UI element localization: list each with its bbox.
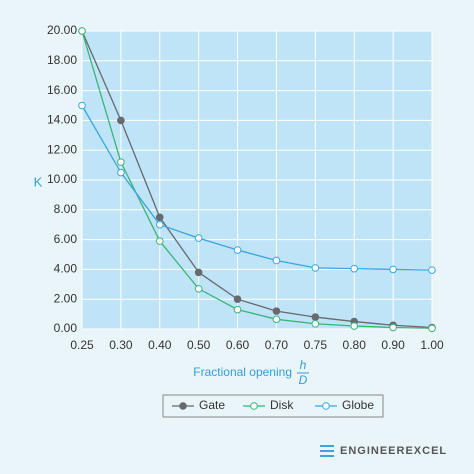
data-point [233, 295, 242, 304]
y-tick-label: 4.00 [54, 262, 78, 276]
data-point [194, 234, 203, 242]
x-tick-label: 0.80 [343, 338, 367, 352]
data-point [233, 305, 242, 314]
series-line [81, 30, 433, 329]
data-point [311, 313, 320, 321]
data-point [117, 116, 125, 125]
legend-label: Gate [199, 398, 225, 412]
legend-label: Globe [342, 398, 374, 412]
y-tick-label: 0.00 [54, 321, 78, 335]
y-tick-label: 14.00 [47, 113, 77, 127]
data-point [272, 315, 281, 324]
data-point [428, 266, 436, 274]
series-line [81, 30, 433, 329]
y-tick-label: 8.00 [54, 202, 78, 216]
legend-label: Disk [270, 398, 294, 412]
data-point [194, 284, 203, 293]
legend-marker [179, 402, 187, 410]
x-tick-label: 0.60 [226, 338, 250, 352]
x-tick-label: 0.30 [109, 338, 133, 352]
data-point [233, 246, 242, 254]
logo: ENGINEEREXCEL [340, 445, 447, 457]
data-point [389, 323, 397, 332]
data-point [311, 319, 320, 328]
legend-box [162, 394, 384, 418]
data-point [272, 307, 281, 315]
y-tick-label: 2.00 [54, 291, 78, 305]
logo-icon [320, 445, 334, 457]
x-tick-label: 0.50 [187, 338, 211, 352]
y-tick-label: 20.00 [47, 23, 77, 37]
y-tick-label: 6.00 [54, 232, 78, 246]
legend-marker [322, 402, 330, 410]
x-tick-label: 0.70 [265, 338, 289, 352]
data-point [194, 268, 203, 277]
data-point [155, 220, 164, 229]
data-point [117, 158, 125, 166]
x-axis-label: Fractional opening [193, 365, 292, 379]
data-point [389, 265, 397, 274]
data-point [78, 101, 86, 110]
x-tick-label: 0.75 [304, 338, 328, 352]
data-point [350, 264, 359, 273]
data-point [155, 237, 164, 245]
y-tick-label: 10.00 [47, 172, 77, 186]
x-label-numerator: h [300, 358, 307, 372]
data-point [155, 213, 164, 222]
data-point [78, 27, 86, 35]
data-point [350, 322, 359, 330]
data-point [311, 264, 320, 272]
y-tick-label: 16.00 [47, 83, 77, 97]
x-tick-label: 0.90 [381, 338, 405, 352]
data-point [272, 256, 281, 265]
data-point [428, 324, 436, 333]
y-tick-label: 18.00 [47, 53, 77, 67]
data-point [117, 168, 125, 177]
series-line [81, 105, 433, 271]
x-tick-label: 0.40 [148, 338, 172, 352]
x-tick-label: 0.25 [70, 338, 94, 352]
y-axis-label: K [34, 174, 43, 189]
y-tick-label: 12.00 [47, 142, 77, 156]
legend-marker [250, 402, 258, 410]
x-label-denominator: D [299, 373, 308, 387]
x-tick-label: 1.00 [420, 338, 444, 352]
